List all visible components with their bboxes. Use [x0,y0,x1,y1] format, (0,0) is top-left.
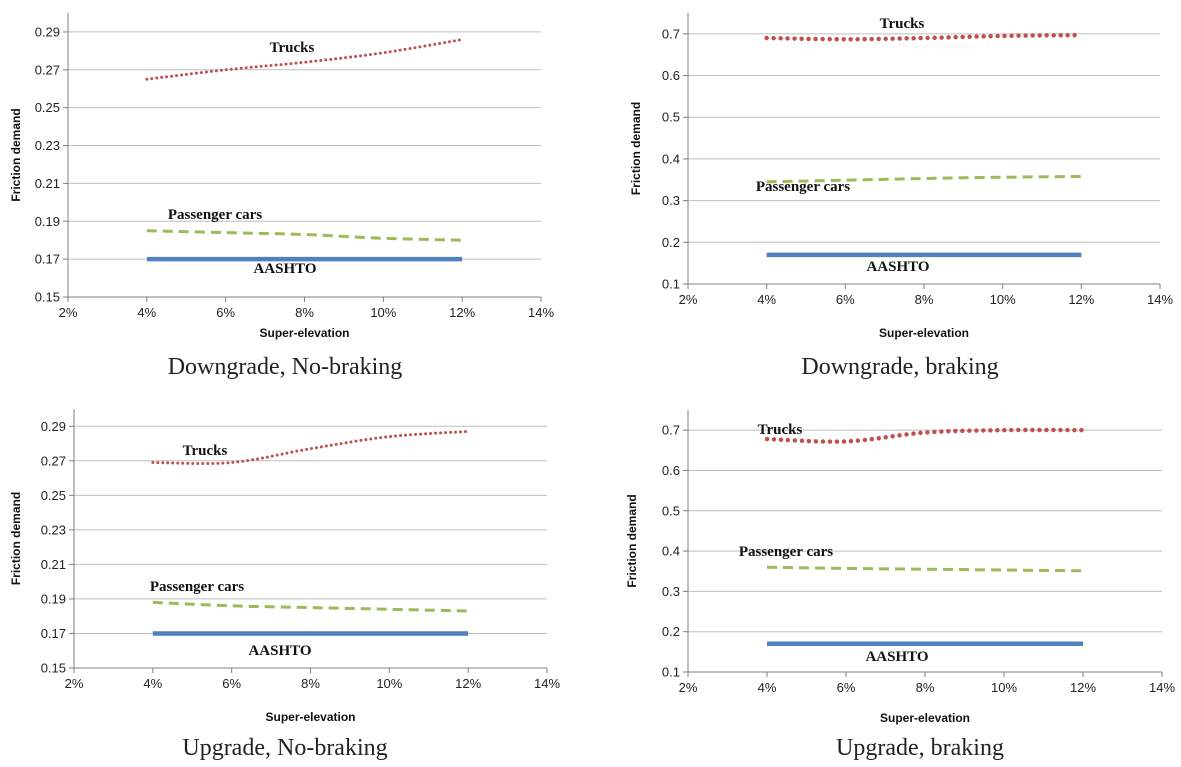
chart3-y-tick-label: 0.25 [41,488,66,503]
chart3-x-tick-label: 12% [455,676,481,691]
chart1-y-tick-label: 0.23 [35,138,60,153]
chart3-x-tick-label: 2% [65,676,84,691]
chart3-series-trucks-line [151,429,470,466]
chart4-y-tick-label: 0.3 [662,584,680,599]
chart4-y-tick-label: 0.7 [662,423,680,438]
chart2-x-tick-label: 12% [1068,292,1094,307]
chart3-y-tick-label: 0.17 [41,626,66,641]
chart1-x-axis-title: Super-elevation [259,326,349,340]
chart2-y-axis-title: Friction demand [629,102,643,195]
chart1-series-label-passenger-cars: Passenger cars [168,207,262,223]
chart3-y-tick-label: 0.15 [41,661,66,676]
chart1-y-tick-label: 0.25 [35,100,60,115]
chart3-y-tick-label: 0.23 [41,522,66,537]
chart4-x-tick-label: 10% [991,680,1017,695]
chart4-y-tick-label: 0.5 [662,503,680,518]
chart1-x-tick-label: 4% [137,305,156,320]
chart2-series-passenger-cars-line [766,174,1082,184]
chart1-series-passenger-cars-line [146,229,463,242]
chart4-x-tick-label: 14% [1149,680,1175,695]
chart3-series-label-trucks: Trucks [183,443,228,459]
chart1-series-trucks-line [145,38,464,81]
chart2-x-tick-label: 4% [757,292,776,307]
chart2-y-tick-label: 0.2 [662,235,680,250]
chart1-y-tick-label: 0.19 [35,214,60,229]
chart1-y-tick-label: 0.29 [35,24,60,39]
chart2-x-tick-label: 2% [679,292,698,307]
chart1-series-label-trucks: Trucks [270,40,315,56]
chart4-x-axis-title: Super-elevation [880,711,970,725]
chart1-x-tick-label: 2% [59,305,78,320]
chart2-y-tick-label: 0.3 [662,193,680,208]
chart3-series-label-passenger-cars: Passenger cars [150,579,244,595]
chart1-x-tick-label: 14% [528,305,554,320]
chart3-x-tick-label: 10% [376,676,402,691]
chart2-series-label-passenger-cars: Passenger cars [756,179,850,195]
chart4-x-tick-label: 12% [1070,680,1096,695]
chart3-series-label-aashto: AASHTO [248,643,311,659]
chart4-y-tick-label: 0.2 [662,624,680,639]
chart1-y-tick-label: 0.27 [35,62,60,77]
chart4-x-tick-label: 6% [837,680,856,695]
chart3-y-tick-label: 0.21 [41,557,66,572]
chart2-series-label-aashto: AASHTO [866,259,929,275]
chart2-x-tick-label: 6% [836,292,855,307]
caption-downgrade-braking: Downgrade, braking [801,354,999,380]
chart4-y-tick-label: 0.1 [662,665,680,680]
chart1-x-tick-label: 8% [295,305,314,320]
chart3-x-tick-label: 6% [222,676,241,691]
chart2-x-tick-label: 8% [915,292,934,307]
chart1-y-tick-label: 0.21 [35,176,60,191]
chart3-x-axis-title: Super-elevation [265,710,355,724]
chart4-series-passenger-cars-line [766,565,1084,573]
chart3-series-passenger-cars-line [152,600,469,613]
chart3-y-tick-label: 0.29 [41,419,66,434]
chart4-y-tick-label: 0.4 [662,544,680,559]
chart4-series-label-trucks: Trucks [758,422,803,438]
chart2-y-tick-label: 0.4 [662,151,680,166]
chart1-x-tick-label: 6% [216,305,235,320]
chart2-x-axis-title: Super-elevation [879,326,969,340]
chart3-y-tick-label: 0.19 [41,591,66,606]
chart2-y-tick-label: 0.6 [662,68,680,83]
chart3-y-tick-label: 0.27 [41,453,66,468]
chart4-y-axis-title: Friction demand [625,494,639,587]
chart1-series-label-aashto: AASHTO [253,261,316,277]
chart4-y-tick-label: 0.6 [662,463,680,478]
chart4-x-tick-label: 8% [916,680,935,695]
chart1-y-tick-label: 0.15 [35,290,60,305]
chart1-x-tick-label: 12% [449,305,475,320]
chart2-series-trucks-line [764,32,1084,42]
chart1-x-tick-label: 10% [370,305,396,320]
chart2-y-tick-label: 0.5 [662,110,680,125]
chart4-x-tick-label: 2% [679,680,698,695]
chart1-y-tick-label: 0.17 [35,252,60,267]
caption-upgrade-no-braking: Upgrade, No-braking [182,735,388,761]
chart4-x-tick-label: 4% [758,680,777,695]
chart3-x-tick-label: 4% [143,676,162,691]
chart4-series-label-aashto: AASHTO [865,649,928,665]
chart2-x-tick-label: 10% [990,292,1016,307]
chart3-x-tick-label: 14% [534,676,560,691]
chart2-x-tick-label: 14% [1147,292,1173,307]
chart1-y-axis-title: Friction demand [9,108,23,201]
chart3-x-tick-label: 8% [301,676,320,691]
chart2-series-label-trucks: Trucks [880,16,925,32]
caption-downgrade-no-braking: Downgrade, No-braking [167,354,403,380]
chart4-series-label-passenger-cars: Passenger cars [739,544,833,560]
caption-upgrade-braking: Upgrade, braking [836,735,1004,761]
chart3-y-axis-title: Friction demand [9,492,23,585]
chart2-y-tick-label: 0.1 [662,277,680,292]
chart2-y-tick-label: 0.7 [662,26,680,41]
chart4-series-trucks-line [764,427,1086,444]
